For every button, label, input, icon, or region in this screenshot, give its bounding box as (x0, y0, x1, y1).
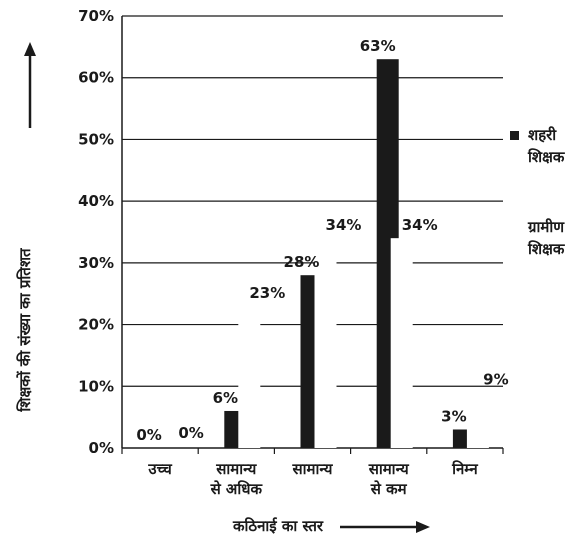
data-label: 23% (249, 284, 285, 302)
y-tick-label: 20% (78, 316, 114, 334)
data-label: 28% (284, 253, 320, 271)
legend-swatch (510, 131, 519, 140)
x-category-label: सामान्य (291, 460, 333, 478)
y-tick-label: 40% (78, 192, 114, 210)
bar (466, 392, 489, 448)
x-axis-arrow-head (416, 521, 430, 533)
data-label: 3% (441, 407, 466, 425)
y-tick-label: 50% (78, 130, 114, 148)
x-category-label: उच्च (147, 460, 173, 478)
data-label: 34% (402, 216, 438, 234)
data-label: 6% (213, 389, 238, 407)
bar (390, 238, 413, 448)
data-label: 0% (136, 426, 161, 444)
legend-label: ग्रामीण शिक्षक (527, 218, 566, 258)
x-axis-title: कठिनाई का स्तर (232, 517, 324, 535)
data-label: 34% (326, 216, 362, 234)
data-label: 63% (360, 37, 396, 55)
bar (314, 238, 337, 448)
y-tick-label: 10% (78, 377, 114, 395)
x-category-label: सामान्य से अधिक (210, 460, 264, 498)
y-tick-label: 30% (78, 254, 114, 272)
y-axis-title: शिक्षकों की संख्या का प्रतिशत (16, 247, 34, 413)
data-label: 0% (178, 424, 203, 442)
y-tick-label: 60% (78, 69, 114, 87)
x-category-label: सामान्य से कम (368, 460, 410, 498)
legend-swatch (509, 222, 520, 233)
bar (238, 306, 261, 448)
data-label: 9% (483, 370, 508, 388)
y-axis-arrow-head (24, 42, 36, 56)
y-tick-label: 70% (78, 7, 114, 25)
y-tick-label: 0% (89, 439, 114, 457)
legend-label: शहरी शिक्षक (527, 126, 566, 166)
x-category-label: निम्न (451, 460, 478, 478)
